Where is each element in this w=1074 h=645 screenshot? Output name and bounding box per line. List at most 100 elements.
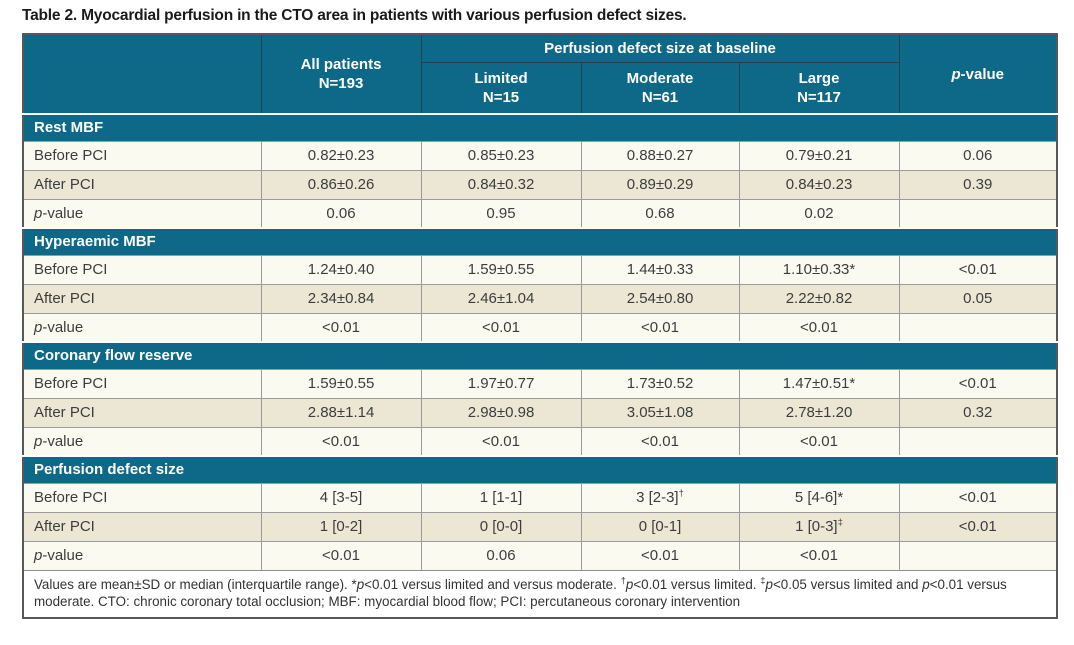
data-row: After PCI 2.34±0.84 2.46±1.04 2.54±0.80 2.22… [23, 283, 1057, 313]
row-label: Before PCI [23, 482, 261, 512]
data-row: Before PCI 1.24±0.40 1.59±0.55 1.44±0.33 1.1… [23, 254, 1057, 284]
column-header-label: Limited [474, 69, 528, 87]
data-row: p-value 0.06 0.95 0.68 0.02 [23, 198, 1057, 228]
data-row: After PCI 2.88±1.14 2.98±0.98 3.05±1.08 2.78… [23, 397, 1057, 427]
row-label: p-value [23, 426, 261, 456]
data-cell: 0.68 [580, 198, 739, 228]
data-cell: 0.06 [260, 198, 421, 228]
data-cell: 1 [1-1] [420, 482, 581, 512]
data-cell: 0.84±0.23 [738, 169, 899, 199]
data-cell: 0 [0-1] [580, 511, 739, 541]
data-cell: <0.01 [738, 540, 899, 570]
data-cell: 2.88±1.14 [260, 397, 421, 427]
data-cell: 2.54±0.80 [580, 283, 739, 313]
section-title: Hyperaemic MBF [23, 227, 1057, 255]
section-header-row: Hyperaemic MBF [23, 227, 1057, 255]
data-cell: 4 [3-5] [260, 482, 421, 512]
data-cell: 1.10±0.33* [738, 254, 899, 284]
data-cell: <0.01 [260, 426, 421, 456]
data-row: p-value <0.01 <0.01 <0.01 <0.01 [23, 426, 1057, 456]
column-header-p-value: p-value [898, 34, 1057, 114]
data-row: After PCI 0.86±0.26 0.84±0.32 0.89±0.29 0.84… [23, 169, 1057, 199]
column-header-limited: Limited N=15 [421, 62, 581, 114]
data-cell: <0.01 [898, 511, 1057, 541]
table-footnote: Values are mean±SD or median (interquart… [23, 569, 1057, 618]
data-cell: <0.01 [898, 254, 1057, 284]
section-header-row: Coronary flow reserve [23, 341, 1057, 369]
data-cell: 0.86±0.26 [260, 169, 421, 199]
data-table: All patients N=193 Perfusion defect size… [22, 33, 1058, 619]
data-cell: 0.39 [898, 169, 1057, 199]
section-header-row: Perfusion defect size [23, 455, 1057, 483]
row-label: p-value [23, 312, 261, 342]
data-cell: 0.95 [420, 198, 581, 228]
data-cell: 0.88±0.27 [580, 140, 739, 170]
data-cell: 2.34±0.84 [260, 283, 421, 313]
data-cell: 0.85±0.23 [420, 140, 581, 170]
section-header-row: Rest MBF [23, 113, 1057, 141]
row-label: Before PCI [23, 368, 261, 398]
column-header-label: Moderate [626, 69, 694, 87]
column-header-label: Large [798, 69, 840, 87]
data-cell: 2.98±0.98 [420, 397, 581, 427]
data-cell: 3.05±1.08 [580, 397, 739, 427]
section-title: Coronary flow reserve [23, 341, 1057, 369]
column-header-large: Large N=117 [738, 62, 899, 114]
page: Table 2. Myocardial perfusion in the CTO… [22, 7, 1058, 619]
data-cell: <0.01 [580, 312, 739, 342]
data-cell: <0.01 [260, 540, 421, 570]
data-cell: 1.59±0.55 [260, 368, 421, 398]
section-title: Rest MBF [23, 113, 1057, 141]
table-body: Rest MBF Before PCI 0.82±0.23 0.85±0.23 0.88… [23, 113, 1057, 570]
data-cell: <0.01 [580, 540, 739, 570]
row-label: p-value [23, 540, 261, 570]
data-row: Before PCI 0.82±0.23 0.85±0.23 0.88±0.27 0.7… [23, 140, 1057, 170]
table-footnote-container: Values are mean±SD or median (interquart… [23, 569, 1057, 618]
data-cell: 1 [0-2] [260, 511, 421, 541]
data-cell: 0.82±0.23 [260, 140, 421, 170]
data-cell [898, 198, 1057, 228]
data-cell: 1.24±0.40 [260, 254, 421, 284]
page-title: Table 2. Myocardial perfusion in the CTO… [22, 7, 687, 24]
data-cell: 0.89±0.29 [580, 169, 739, 199]
table-header: All patients N=193 Perfusion defect size… [23, 34, 1057, 114]
row-label: Before PCI [23, 140, 261, 170]
corner-empty-cell [23, 34, 261, 114]
data-row: p-value <0.01 0.06 <0.01 <0.01 [23, 540, 1057, 570]
data-cell: 0.84±0.32 [420, 169, 581, 199]
section-title: Perfusion defect size [23, 455, 1057, 483]
row-label: After PCI [23, 397, 261, 427]
data-cell: 0.32 [898, 397, 1057, 427]
data-cell [898, 426, 1057, 456]
data-row: Before PCI 1.59±0.55 1.97±0.77 1.73±0.52 1.4… [23, 368, 1057, 398]
row-label: Before PCI [23, 254, 261, 284]
column-header-all-patients: All patients N=193 [260, 34, 422, 114]
data-cell: 0.79±0.21 [738, 140, 899, 170]
row-label: After PCI [23, 283, 261, 313]
data-cell: 0.05 [898, 283, 1057, 313]
row-label: After PCI [23, 511, 261, 541]
data-cell: <0.01 [738, 426, 899, 456]
data-cell: 1.97±0.77 [420, 368, 581, 398]
data-cell: <0.01 [260, 312, 421, 342]
data-cell: <0.01 [420, 312, 581, 342]
data-cell: <0.01 [580, 426, 739, 456]
data-cell: 3 [2-3]† [580, 482, 739, 512]
data-cell: 1.59±0.55 [420, 254, 581, 284]
data-cell: 0 [0-0] [420, 511, 581, 541]
row-label: p-value [23, 198, 261, 228]
data-cell: 5 [4-6]* [738, 482, 899, 512]
data-cell [898, 540, 1057, 570]
data-row: p-value <0.01 <0.01 <0.01 <0.01 [23, 312, 1057, 342]
data-cell: 1.73±0.52 [580, 368, 739, 398]
data-cell: 0.06 [898, 140, 1057, 170]
column-header-n: N=117 [797, 88, 841, 106]
data-cell: 2.22±0.82 [738, 283, 899, 313]
data-cell: <0.01 [898, 482, 1057, 512]
row-label: After PCI [23, 169, 261, 199]
data-cell [898, 312, 1057, 342]
column-group-header-defect-size: Perfusion defect size at baseline [421, 34, 899, 63]
column-header-n: N=15 [482, 88, 520, 106]
data-cell: 2.46±1.04 [420, 283, 581, 313]
data-cell: <0.01 [420, 426, 581, 456]
